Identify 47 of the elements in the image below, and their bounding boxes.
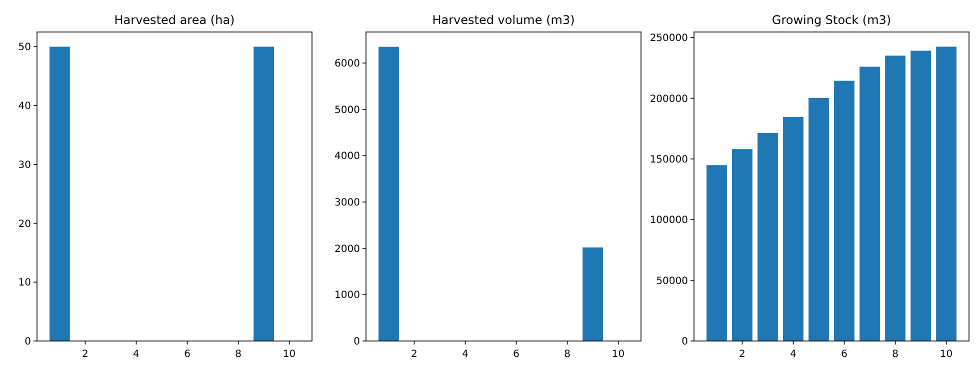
y-tick-label: 100000	[650, 215, 688, 226]
x-tick-label: 8	[235, 349, 242, 360]
chart-title: Harvested area (ha)	[114, 13, 235, 27]
bar	[860, 66, 880, 341]
y-tick-label: 3000	[334, 198, 360, 209]
bar	[706, 165, 727, 341]
y-tick-label: 150000	[650, 154, 688, 166]
chart-title: Harvested volume (m3)	[432, 13, 575, 27]
x-tick-label: 2	[411, 349, 418, 360]
y-tick-label: 30	[18, 160, 31, 171]
x-tick-label: 6	[513, 349, 520, 360]
x-tick-label: 10	[612, 349, 625, 360]
x-tick-label: 4	[790, 349, 796, 360]
y-tick-label: 10	[18, 278, 31, 289]
bar	[910, 50, 931, 341]
x-tick-label: 10	[940, 349, 953, 360]
y-tick-label: 250000	[650, 33, 688, 44]
bar	[808, 98, 829, 341]
x-tick-label: 6	[184, 349, 190, 360]
y-tick-label: 50000	[656, 276, 688, 287]
bar	[885, 56, 906, 341]
chart-title: Growing Stock (m3)	[772, 13, 892, 27]
bar	[936, 46, 956, 341]
x-tick-label: 10	[282, 349, 296, 360]
y-tick-label: 0	[24, 336, 31, 348]
x-tick-label: 6	[841, 349, 848, 360]
y-tick-label: 200000	[650, 94, 688, 105]
y-tick-label: 5000	[334, 104, 360, 116]
bar	[783, 116, 804, 341]
y-tick-label: 0	[682, 336, 688, 348]
y-tick-label: 20	[18, 218, 31, 230]
x-tick-label: 4	[133, 349, 140, 360]
y-tick-label: 0	[354, 336, 360, 348]
x-tick-label: 8	[892, 349, 898, 360]
y-tick-label: 40	[18, 101, 31, 112]
x-tick-label: 2	[82, 349, 88, 360]
bar	[834, 80, 854, 341]
x-tick-label: 4	[462, 349, 468, 360]
x-tick-label: 2	[739, 349, 746, 360]
y-tick-label: 6000	[334, 58, 360, 70]
y-tick-label: 1000	[334, 290, 360, 302]
bar	[732, 149, 752, 341]
y-tick-label: 2000	[334, 244, 360, 255]
y-tick-label: 50	[18, 42, 31, 54]
bar	[758, 132, 778, 341]
y-tick-label: 4000	[334, 151, 360, 162]
x-tick-label: 8	[564, 349, 570, 360]
